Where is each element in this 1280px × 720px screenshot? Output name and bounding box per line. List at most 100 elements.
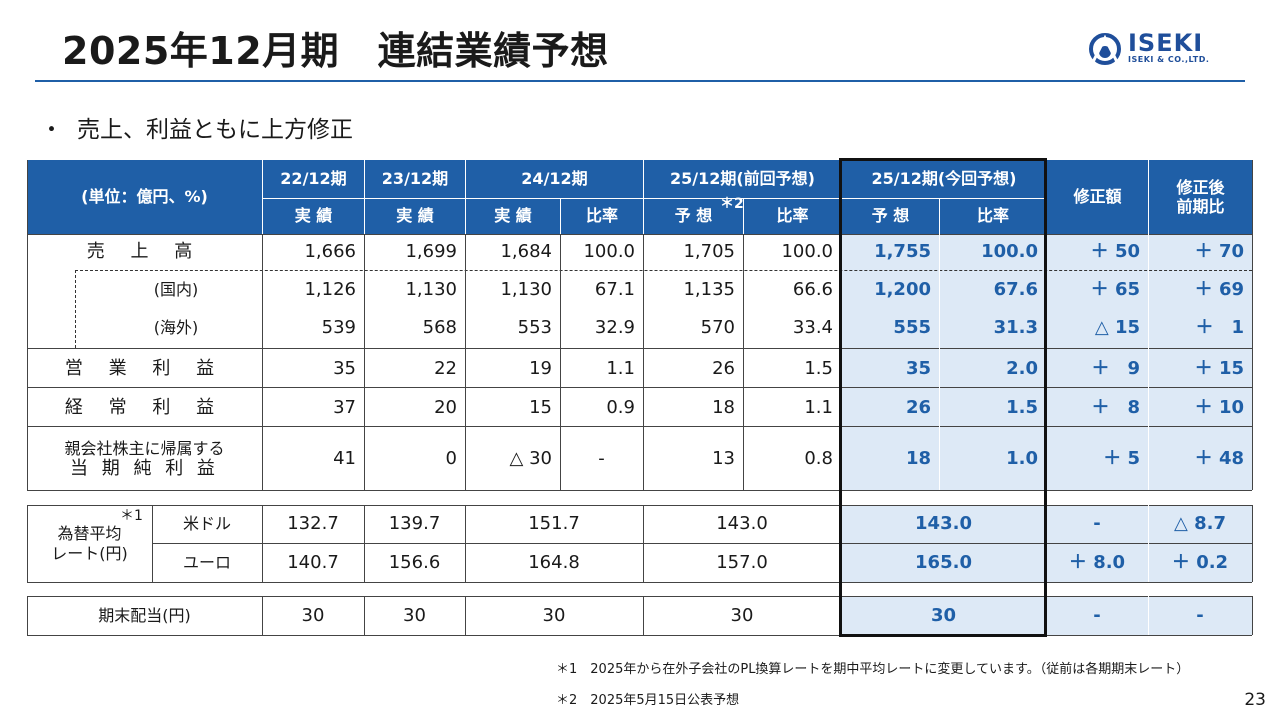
company-logo: ISEKI ISEKI & CO.,LTD. <box>1088 30 1228 70</box>
table-cell: 1.1 <box>606 357 635 379</box>
table-cell: 0.9 <box>606 396 635 418</box>
revised-yoy-line2: 前期比 <box>1176 197 1225 216</box>
table-cell: 132.7 <box>287 513 339 535</box>
logo-subtitle: ISEKI & CO.,LTD. <box>1128 55 1210 64</box>
grid-line <box>27 505 1252 506</box>
table-cell: 19 <box>529 357 552 379</box>
grid-line <box>643 234 644 490</box>
fy23-header: 23/12期 <box>364 160 465 198</box>
table-cell: 164.8 <box>528 552 580 574</box>
row-label-overseas: (海外) <box>153 318 199 338</box>
table-cell: 568 <box>422 317 457 339</box>
grid-line <box>27 426 1252 427</box>
table-cell: 1,666 <box>304 241 356 263</box>
table-cell: ＋ 50 <box>1046 234 1148 270</box>
note2-mark: ＊2 <box>720 196 744 212</box>
table-cell: 1,126 <box>304 279 356 301</box>
table-cell: △ 8.7 <box>1148 505 1252 543</box>
grid-line <box>364 234 365 490</box>
table-cell: 41 <box>333 448 356 470</box>
row-label-operating-profit: 営 業 利 益 <box>64 357 225 379</box>
table-cell: 0.8 <box>804 448 833 470</box>
revised-yoy-header: 修正後 前期比 <box>1148 160 1252 234</box>
fy23-actual-header: 実 績 <box>364 198 465 234</box>
table-cell: 30 <box>841 596 1046 635</box>
table-cell: 67.6 <box>939 272 1046 308</box>
grid-line <box>27 387 1252 388</box>
table-cell: 1.5 <box>939 389 1046 426</box>
table-cell: ＋ 1 <box>1148 310 1252 346</box>
row-label-sales: 売 上 高 <box>86 241 203 263</box>
table-cell: 30 <box>542 604 566 626</box>
grid-line <box>27 582 1252 583</box>
table-cell: 165.0 <box>841 544 1046 582</box>
fx-rate-label-line1: 為替平均 <box>57 524 122 544</box>
table-cell: 31.3 <box>939 310 1046 346</box>
fx-rate-label: 為替平均 レート(円) <box>27 505 152 582</box>
table-cell: 20 <box>434 396 457 418</box>
table-cell: 143.0 <box>841 505 1046 543</box>
table-cell: ＋ 69 <box>1148 272 1252 308</box>
page-title: 2025年12月期 連結業績予想 <box>62 29 609 73</box>
grid-line <box>152 505 153 582</box>
table-cell: 157.0 <box>716 552 768 574</box>
table-cell: 67.1 <box>594 279 635 301</box>
table-cell: 1.0 <box>939 428 1046 490</box>
grid-line <box>465 234 466 490</box>
grid-line-dashed <box>75 270 1252 271</box>
grid-line <box>1148 505 1149 582</box>
table-cell: 1,130 <box>405 279 457 301</box>
grid-line <box>364 596 365 635</box>
grid-line <box>643 505 644 582</box>
table-cell: 37 <box>333 396 356 418</box>
grid-line <box>262 234 263 490</box>
grid-line <box>152 543 1252 544</box>
grid-line <box>1148 234 1149 490</box>
page-number: 23 <box>1244 690 1266 710</box>
table-cell: 66.6 <box>792 279 833 301</box>
grid-line <box>27 160 28 490</box>
table-cell: - <box>1046 505 1148 543</box>
footnote-2: ＊2 2025年5月15日公表予想 <box>556 693 740 708</box>
table-cell: 30 <box>301 604 325 626</box>
table-cell: ＋ 8 <box>1046 389 1148 426</box>
table-cell: 1,699 <box>405 241 457 263</box>
grid-line <box>465 596 466 635</box>
summary-bullet: ・売上、利益ともに上方修正 <box>40 117 353 143</box>
usd-label: 米ドル <box>182 514 231 534</box>
grid-line <box>262 505 263 582</box>
fy22-header: 22/12期 <box>262 160 364 198</box>
grid-line <box>560 234 561 490</box>
grid-line <box>27 234 1252 235</box>
table-cell: ＋ 70 <box>1148 234 1252 270</box>
table-cell: 570 <box>700 317 735 339</box>
table-cell: ＋ 5 <box>1046 428 1148 490</box>
table-cell: 26 <box>712 357 735 379</box>
table-cell: 539 <box>321 317 356 339</box>
revision-amount-header: 修正額 <box>1046 160 1148 234</box>
eur-label: ユーロ <box>182 553 231 573</box>
title-underline <box>35 80 1245 82</box>
table-cell: △ 30 <box>509 448 552 470</box>
table-cell: 100.0 <box>781 241 833 263</box>
table-cell: ＋ 9 <box>1046 350 1148 387</box>
table-cell: 26 <box>841 389 939 426</box>
table-cell: 1,130 <box>500 279 552 301</box>
table-cell: 140.7 <box>287 552 339 574</box>
table-cell: 553 <box>517 317 552 339</box>
iseki-logo-icon <box>1089 33 1121 65</box>
table-cell: ＋ 48 <box>1148 428 1252 490</box>
table-cell: ＋ 15 <box>1148 350 1252 387</box>
fy24-actual-header: 実 績 <box>465 198 560 234</box>
table-cell: 30 <box>403 604 426 626</box>
fx-rate-label-line2: レート(円) <box>51 543 128 563</box>
fy25-prev-forecast-label: 予 想 <box>674 206 713 226</box>
row-label-net-income: 親会社株主に帰属する 当 期 純 利 益 <box>27 428 262 490</box>
unit-header: (単位：億円、%) <box>27 160 262 234</box>
grid-line <box>27 505 28 582</box>
table-cell: ＋ 8.0 <box>1046 544 1148 582</box>
grid-line <box>27 596 1252 597</box>
net-income-label-line1: 親会社株主に帰属する <box>64 438 225 458</box>
table-cell: △ 15 <box>1046 310 1148 346</box>
logo-brand: ISEKI <box>1128 29 1204 57</box>
